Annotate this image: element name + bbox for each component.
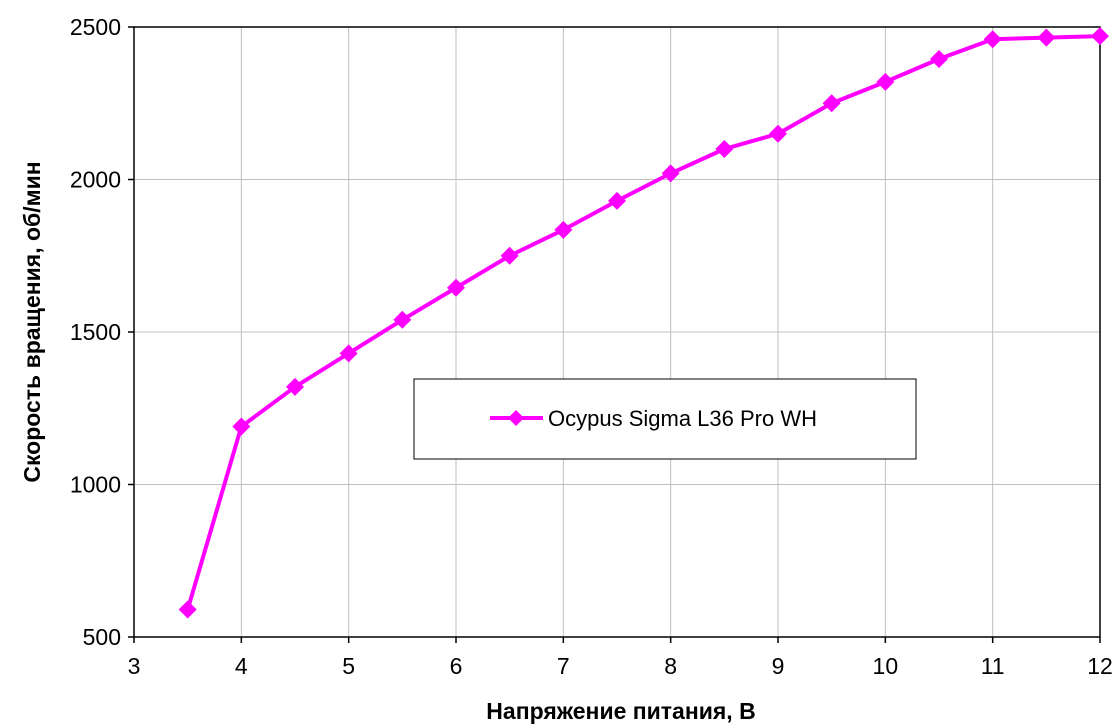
data-point-marker [232,417,251,436]
x-tick-label: 8 [664,653,677,679]
data-point-marker [876,72,895,91]
x-tick-label: 9 [772,653,785,679]
y-tick-label: 1000 [70,472,121,498]
data-point-marker [769,124,787,143]
x-tick-label: 6 [450,653,463,679]
x-tick-label: 10 [873,653,899,679]
x-tick-label: 4 [235,653,248,679]
y-tick-label: 2000 [70,167,121,193]
data-point-marker [822,94,841,113]
y-axis-title: Скорость вращения, об/мин [19,161,45,482]
x-tick-label: 11 [981,653,1005,679]
legend-series-name: Ocypus Sigma L36 Pro WH [548,406,817,431]
data-point-marker [983,30,1002,49]
y-tick-label: 500 [83,624,121,650]
data-point-marker [1091,27,1109,46]
legend: Ocypus Sigma L36 Pro WH [413,378,917,460]
y-tick-label: 2500 [70,14,121,40]
x-tick-label: 7 [557,653,570,679]
data-point-marker [500,246,519,265]
x-axis-title: Напряжение питания, В [486,698,755,724]
x-tick-label: 5 [342,653,355,679]
x-tick-label: 3 [128,653,141,679]
data-point-marker [661,164,680,183]
data-point-marker [393,310,412,329]
x-tick-label: 12 [1087,653,1113,679]
data-point-marker [286,377,304,396]
data-point-marker [554,220,573,239]
data-point-marker [339,344,358,363]
series-line [185,34,1101,611]
legend-diamond-marker [508,410,524,426]
series-layer [178,27,1109,619]
tick-labels: 3 4 5 6 7 8 9 10 11 12 500 1000 1500 2000 2500 [70,14,1113,679]
data-point-marker [178,600,197,619]
data-point-marker [1037,28,1056,47]
data-point-marker [715,140,734,158]
y-tick-label: 1500 [70,319,121,345]
data-point-marker [608,191,626,210]
data-point-marker [930,50,948,69]
data-point-marker [447,278,465,297]
gridlines [134,27,1100,637]
